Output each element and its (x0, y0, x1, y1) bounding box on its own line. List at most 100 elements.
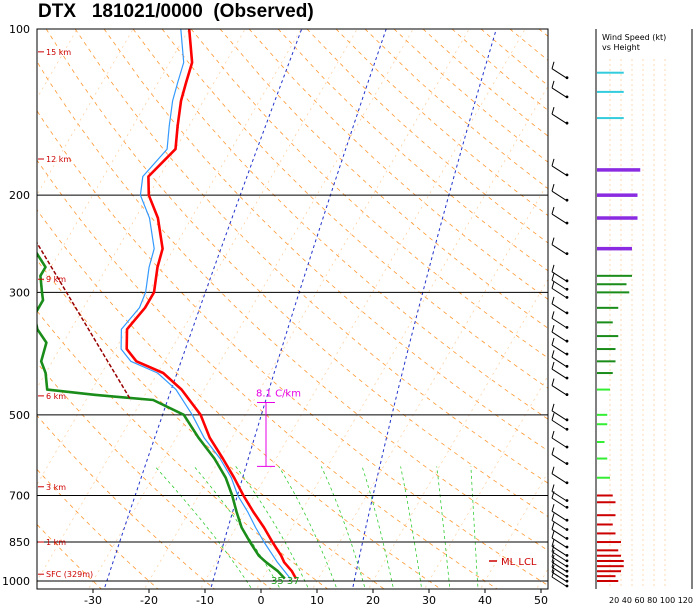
wind-speed-bar (597, 440, 605, 443)
wind-barb-station (565, 462, 569, 465)
wind-speed-bar (597, 360, 616, 363)
isotherm (87, 29, 414, 589)
lcl-label: ML LCL (501, 557, 537, 568)
wind-speed-bar (597, 575, 616, 578)
height-label: 9 km (46, 275, 66, 284)
dry-adiabat (509, 29, 548, 61)
wind-barb-station (565, 518, 569, 522)
wind-barb-flag (551, 80, 555, 89)
wind-barb-shaft (551, 520, 567, 530)
isotherm (0, 29, 21, 593)
wind-barb-flag (551, 273, 555, 281)
wind-speed-bar (597, 413, 608, 416)
wind-barb-flag (551, 430, 555, 439)
dry-adiabat (335, 29, 548, 217)
wind-barb-shaft (551, 279, 567, 290)
wind-speed-bar (597, 541, 621, 544)
dry-adiabat (45, 29, 548, 517)
isotherm (535, 568, 548, 589)
wind-barb-flag (551, 413, 555, 421)
isotherm (143, 29, 470, 589)
wind-barb-flag (551, 569, 555, 578)
dry-adiabat (37, 60, 548, 551)
wind-barb-flag (551, 403, 555, 411)
wind-barb-station (565, 198, 569, 202)
wind-barb-shaft (551, 529, 567, 539)
isotherm (199, 29, 526, 589)
wind-speed-bar (597, 193, 638, 197)
wind-barb-station (565, 325, 569, 329)
wind-barb-station (565, 76, 569, 80)
dry-adiabat (37, 110, 548, 586)
pressure-tick-label: 700 (9, 489, 30, 502)
height-label: 6 km (46, 392, 66, 401)
pressure-tick-label: 500 (9, 409, 30, 422)
x-tick-label: 0 (258, 594, 265, 607)
wind-barb-flag (551, 466, 555, 474)
wind-barb-shaft (551, 561, 567, 572)
wind-barb-flag (551, 61, 555, 69)
wind-barb-flag (551, 106, 555, 115)
dry-adiabat (248, 29, 548, 300)
moist-adiabat (400, 466, 423, 589)
wind-speed-bar (597, 246, 632, 251)
wind-barb-shaft (551, 165, 567, 176)
wind-barb-station (565, 574, 569, 578)
wind-speed-bar (597, 90, 624, 93)
wind-barb-station (565, 311, 569, 315)
wind-barb-shaft (551, 545, 567, 556)
wind-barb-station (565, 559, 569, 563)
wind-speed-bar (597, 168, 641, 172)
wind-barb-station (565, 295, 569, 299)
mixing-ratio-line (103, 29, 303, 589)
parcel-path (37, 241, 132, 401)
wind-barb-flag (551, 504, 555, 512)
wind-speed-bar (597, 554, 621, 557)
wind-barb-flag (551, 361, 555, 370)
wind-barb-flag (551, 296, 555, 304)
wind-speed-bar (597, 501, 616, 504)
dry-adiabat (161, 29, 548, 389)
wind-speed-bar (597, 565, 624, 568)
wind-panel-title-line1: Wind Speed (kt) (602, 33, 666, 42)
wind-barb-flag (551, 350, 555, 358)
wind-speed-bar (597, 457, 608, 460)
moist-adiabat (436, 466, 451, 589)
wind-barb-flag (551, 549, 555, 558)
dry-adiabat (37, 414, 216, 589)
wind-barb-flag (551, 184, 555, 192)
temperature-trace (125, 29, 298, 580)
wind-speed-bar (597, 523, 613, 526)
wind-barb-station (565, 221, 569, 225)
wind-barb-station (565, 252, 569, 256)
dry-adiabat (451, 29, 548, 111)
dry-adiabat (480, 29, 548, 86)
wind-barb-shaft (551, 244, 567, 255)
isotherm (37, 29, 190, 293)
x-tick-label: 40 (478, 594, 492, 607)
dry-adiabat (422, 29, 548, 137)
wind-barb-shaft (551, 385, 567, 395)
wind-barb-station (565, 121, 569, 125)
wind-barb-flag (551, 539, 555, 547)
wind-speed-bar (597, 532, 616, 535)
wind-barb-flag (551, 206, 555, 215)
dry-adiabat (103, 29, 548, 452)
x-tick-label: 50 (534, 594, 548, 607)
wind-barb-flag (551, 237, 555, 245)
wind-barb-shaft (551, 556, 567, 567)
wind-barb-station (565, 173, 569, 177)
moist-adiabat (361, 466, 394, 589)
chart-title: DTX 181021/0000 (Observed) (38, 1, 314, 22)
wind-barb-flag (551, 560, 555, 568)
pressure-tick-label: 1000 (2, 575, 30, 588)
wind-barb-flag (551, 378, 555, 386)
wind-barb-shaft (551, 287, 567, 298)
wind-speed-bar (597, 283, 627, 286)
wind-barb-station (565, 579, 569, 583)
wind-barb-shaft (551, 344, 567, 355)
height-label: 1 km (46, 538, 66, 547)
isotherm (590, 29, 700, 593)
height-label: 3 km (46, 483, 66, 492)
wind-barb-station (565, 545, 569, 549)
